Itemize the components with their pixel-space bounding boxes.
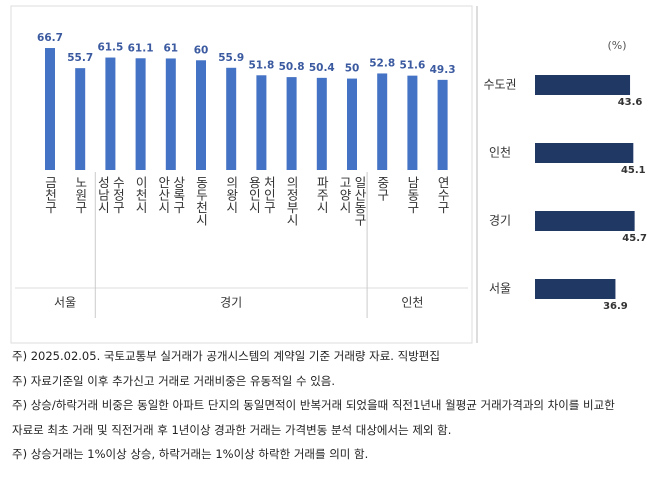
- value-label: 60: [194, 44, 209, 56]
- value-label: 49.3: [430, 64, 456, 76]
- value-label: 61.1: [128, 42, 154, 54]
- y-tick-label: 서울: [489, 282, 511, 296]
- bar: [377, 73, 388, 170]
- x-tick-label: 의정부시: [284, 176, 300, 226]
- bar: [256, 75, 267, 170]
- value-label: 52.8: [369, 57, 395, 69]
- bar: [196, 60, 206, 170]
- x-tick-label: 연수구: [435, 176, 451, 214]
- x-tick-label: 중구: [374, 176, 390, 201]
- value-label: 43.6: [618, 97, 643, 108]
- x-tick-label: 고양시 일산동구: [337, 176, 367, 226]
- bar: [535, 75, 631, 95]
- value-label: 45.1: [621, 165, 646, 176]
- bar: [165, 58, 176, 171]
- x-tick-label: 의왕시: [223, 176, 239, 214]
- value-label: 50: [345, 63, 360, 75]
- unit-label: (%): [607, 39, 626, 52]
- x-tick-label: 성남시 수정구: [95, 176, 126, 214]
- y-tick-label: 경기: [489, 214, 511, 228]
- left-panel: [10, 5, 473, 344]
- x-tick-label: 안산시 상록구: [155, 176, 186, 214]
- value-label: 51.6: [399, 60, 425, 72]
- note: 주) 2025.02.05. 국토교통부 실거래가 공개시스템의 계약일 기준 …: [12, 349, 440, 363]
- value-label: 50.8: [279, 61, 305, 73]
- y-tick-label: 인천: [489, 145, 511, 160]
- value-label: 45.7: [622, 233, 647, 244]
- x-tick-label: 용인시 처인구: [246, 176, 277, 214]
- group-label: 경기: [220, 296, 242, 310]
- bar: [45, 48, 55, 170]
- bar: [407, 75, 418, 170]
- bar: [135, 58, 146, 170]
- value-label: 55.9: [218, 52, 244, 64]
- bar: [286, 77, 297, 170]
- bar: [75, 68, 86, 170]
- group-label: 서울: [54, 296, 76, 310]
- bar: [535, 143, 634, 163]
- bar: [535, 279, 616, 299]
- value-label: 50.4: [309, 62, 335, 74]
- x-tick-label: 노원구: [72, 176, 88, 214]
- value-label: 61.5: [97, 42, 123, 54]
- x-tick-label: 이천시: [133, 176, 149, 214]
- value-label: 61: [163, 42, 178, 54]
- x-tick-label: 동두천시: [193, 176, 209, 226]
- bar: [437, 79, 448, 170]
- bar: [105, 57, 116, 170]
- value-label: 66.7: [37, 32, 63, 44]
- bar: [226, 67, 237, 170]
- x-tick-label: 남동구: [404, 176, 420, 214]
- note: 주) 자료기준일 이후 추가신고 거래로 거래비중은 유동적일 수 있음.: [12, 373, 336, 388]
- value-label: 51.8: [248, 59, 274, 71]
- value-label: 36.9: [603, 301, 628, 312]
- note: 주) 상승거래는 1%이상 상승, 하락거래는 1%이상 하락한 거래를 의미 …: [12, 447, 369, 461]
- bar: [535, 211, 635, 231]
- chart: (%) 66.7 55.7 서울 61.5 61.1 61 60 55.9 51.8 50.8 50…: [10, 5, 647, 344]
- bar: [347, 78, 357, 170]
- notes: 주) 2025.02.05. 국토교통부 실거래가 공개시스템의 계약일 기준 …: [12, 344, 617, 467]
- y-tick-label: 수도권: [483, 78, 516, 92]
- x-tick-label: 파주시: [314, 176, 330, 214]
- group-label: 인천: [401, 295, 423, 310]
- note: 주) 상승/하락거래 비중은 동일한 아파트 단지의 동일면적이 반복거래 되었…: [12, 398, 615, 437]
- x-tick-label: 금천구: [42, 176, 58, 214]
- bar: [316, 77, 327, 170]
- value-label: 55.7: [67, 52, 93, 64]
